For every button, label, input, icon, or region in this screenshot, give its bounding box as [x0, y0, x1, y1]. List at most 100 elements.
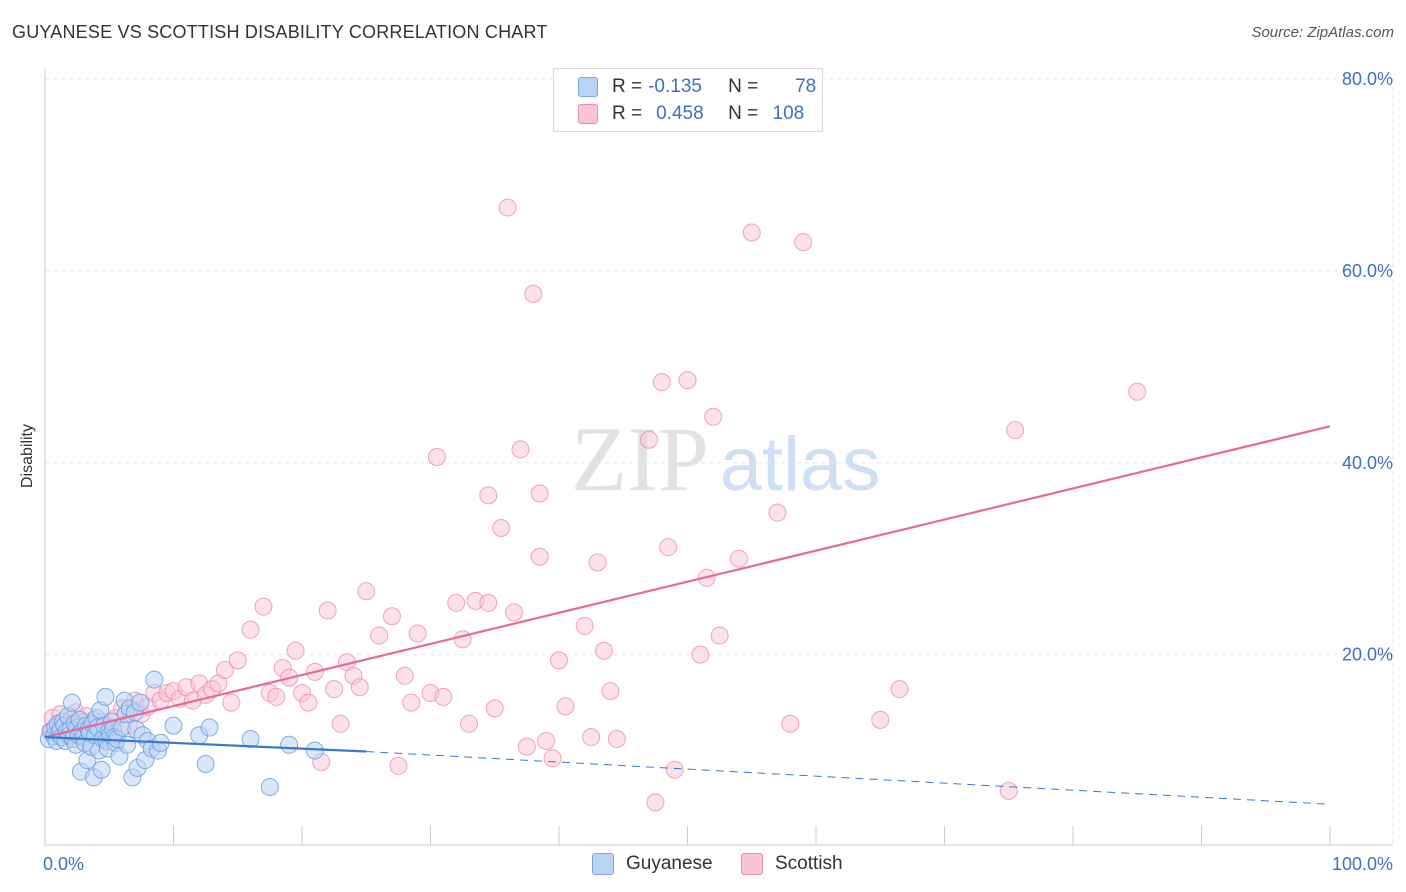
scottish-point: [890, 680, 909, 699]
scottish-point: [427, 447, 446, 466]
legend-item-guyanese[interactable]: Guyanese: [592, 852, 713, 876]
guyanese-point: [241, 730, 260, 749]
scottish-point: [659, 538, 678, 557]
scottish-point: [742, 223, 761, 242]
scottish-point: [492, 518, 511, 537]
scottish-point: [678, 371, 697, 390]
scottish-point: [710, 626, 729, 645]
scottish-point: [594, 641, 613, 660]
scottish-point: [222, 693, 241, 712]
guyanese-trend-extension: [366, 751, 1331, 805]
scottish-point: [781, 714, 800, 733]
trend-lines: [44, 425, 1331, 805]
scottish-point: [665, 760, 684, 779]
guyanese-legend-swatch: [592, 853, 614, 875]
guyanese-point: [200, 718, 219, 737]
scottish-point: [395, 666, 414, 685]
scottish-point: [588, 553, 607, 572]
guyanese-point: [62, 693, 81, 712]
legend-row-scottish: R = 0.458 N = 108: [578, 101, 804, 127]
scottish-trend-line: [44, 425, 1331, 739]
scottish-point: [331, 714, 350, 733]
r-value: 0.458: [656, 103, 704, 124]
guyanese-point: [280, 735, 299, 754]
r-label: R =: [612, 103, 643, 124]
scottish-point: [1128, 382, 1147, 401]
n-value: 108: [772, 103, 805, 124]
watermark: ZIP atlas: [571, 408, 880, 510]
source-note: Source: ZipAtlas.com: [1251, 24, 1394, 41]
guyanese-point: [92, 760, 111, 779]
guyanese-point: [118, 735, 137, 754]
scottish-point: [215, 660, 234, 679]
scottish-point: [768, 503, 787, 522]
y-tick-label: 80.0%: [1342, 69, 1393, 89]
n-value: 78: [795, 76, 817, 97]
scottish-point: [582, 728, 601, 747]
scottish-point: [639, 430, 658, 449]
y-tick-label: 20.0%: [1342, 645, 1393, 665]
scottish-point: [485, 699, 504, 718]
guyanese-point: [131, 693, 150, 712]
scottish-point: [447, 593, 466, 612]
scottish-point: [228, 651, 247, 670]
scottish-point: [794, 233, 813, 252]
scottish-point: [729, 549, 748, 568]
n-label: N =: [728, 103, 759, 124]
guyanese-point: [145, 670, 164, 689]
scottish-point: [511, 440, 530, 459]
guyanese-point: [260, 778, 279, 797]
x-tick-label: 100.0%: [1332, 854, 1393, 874]
scottish-legend-swatch: [741, 853, 763, 875]
scottish-point: [999, 781, 1018, 800]
scottish-point: [325, 680, 344, 699]
scottish-point: [286, 641, 305, 660]
y-tick-label: 60.0%: [1342, 261, 1393, 281]
scottish-point: [382, 607, 401, 626]
scottish-legend-label: Scottish: [775, 853, 843, 874]
guyanese-legend-label: Guyanese: [626, 853, 713, 874]
guyanese-trend-line: [44, 736, 367, 753]
legend-item-scottish[interactable]: Scottish: [741, 852, 843, 876]
scottish-point: [498, 198, 517, 217]
guyanese-point: [164, 716, 183, 735]
watermark-atlas: atlas: [720, 422, 881, 507]
scottish-swatch: [578, 104, 598, 124]
scottish-point: [646, 793, 665, 812]
scottish-point: [607, 730, 626, 749]
guyanese-point: [196, 754, 215, 773]
scottish-point: [254, 597, 273, 616]
scottish-point: [524, 284, 543, 303]
watermark-zip: ZIP: [571, 408, 709, 510]
scottish-point: [537, 731, 556, 750]
scottish-point: [704, 407, 723, 426]
scottish-point: [241, 620, 260, 639]
scottish-point: [530, 547, 549, 566]
tick-labels: 20.0% 40.0% 60.0% 80.0% 0.0% 100.0%: [43, 69, 1393, 874]
guyanese-swatch: [578, 77, 598, 97]
scottish-point: [575, 616, 594, 635]
correlation-legend: R = -0.135 N = 78 R = 0.458 N = 108: [553, 68, 823, 132]
scottish-point: [267, 687, 286, 706]
scottish-point: [434, 687, 453, 706]
scottish-point: [871, 710, 890, 729]
scottish-point: [691, 645, 710, 664]
r-label: R =: [612, 76, 643, 97]
scottish-point: [479, 593, 498, 612]
scottish-point: [550, 651, 568, 670]
chart-title: GUYANESE VS SCOTTISH DISABILITY CORRELAT…: [12, 22, 548, 42]
scottish-point: [389, 756, 408, 775]
guyanese-point: [96, 687, 115, 706]
r-value: -0.135: [648, 76, 702, 97]
n-label: N =: [728, 76, 759, 97]
scottish-point: [460, 714, 479, 733]
scottish-point: [652, 373, 671, 392]
scottish-point: [453, 630, 472, 649]
scottish-point: [318, 601, 337, 620]
legend-row-guyanese: R = -0.135 N = 78: [578, 74, 816, 100]
scottish-point: [1006, 421, 1025, 440]
scottish-point: [505, 603, 524, 622]
scottish-point: [402, 693, 421, 712]
scottish-point: [370, 626, 389, 645]
scottish-point: [350, 678, 369, 697]
